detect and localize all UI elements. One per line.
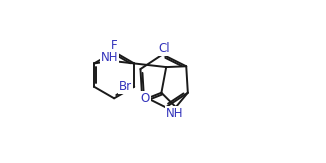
Text: NH: NH	[166, 107, 184, 120]
Text: F: F	[111, 39, 117, 52]
Text: Cl: Cl	[158, 42, 170, 55]
Text: NH: NH	[101, 51, 118, 64]
Text: Br: Br	[119, 80, 132, 93]
Text: O: O	[141, 92, 150, 105]
